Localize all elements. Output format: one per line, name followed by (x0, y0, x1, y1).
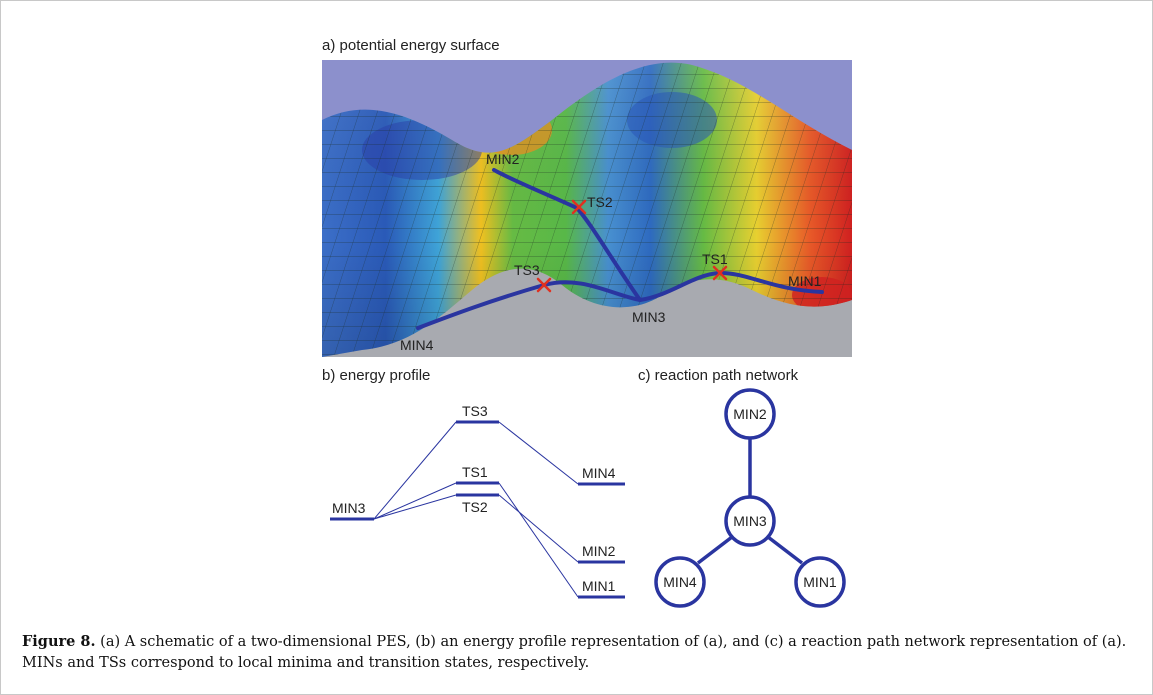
node-label-min1: MIN1 (803, 574, 837, 590)
pes-label-min4: MIN4 (400, 337, 434, 353)
profile-label-ts3: TS3 (462, 403, 488, 419)
reaction-path-network: MIN2 MIN3 MIN4 MIN1 (654, 388, 846, 608)
pes-label-min2: MIN2 (486, 151, 520, 167)
panel-b-title: b) energy profile (322, 367, 431, 384)
pes-label-ts2: TS2 (587, 194, 613, 210)
node-min2 (724, 388, 776, 440)
pes-label-min3: MIN3 (632, 309, 666, 325)
node-label-min3: MIN3 (733, 513, 767, 529)
panel-a-title: a) potential energy surface (322, 37, 500, 54)
profile-label-min2: MIN2 (582, 543, 616, 559)
node-min3 (724, 495, 776, 547)
caption-label: Figure 8. (22, 633, 96, 650)
node-min1 (794, 556, 846, 608)
panel-c-title: c) reaction path network (638, 367, 799, 384)
energy-profile-diagram: TS3 TS1 TS2 MIN3 MIN4 MIN2 MIN1 (330, 403, 625, 599)
ts1-marker (712, 265, 728, 281)
node-label-min2: MIN2 (733, 406, 767, 422)
ts3-marker (536, 277, 552, 293)
profile-label-ts1: TS1 (462, 464, 488, 480)
edge-min3-min1 (766, 535, 804, 565)
profile-label-min4: MIN4 (582, 465, 616, 481)
pes-label-ts3: TS3 (514, 262, 540, 278)
node-min4 (654, 556, 706, 608)
pes-surface-illustration: MIN2 TS2 TS3 TS1 MIN1 MIN3 MIN4 (322, 60, 852, 357)
ts2-marker (571, 199, 587, 215)
profile-label-ts2: TS2 (462, 499, 488, 515)
edge-min3-min4 (696, 535, 734, 565)
node-label-min4: MIN4 (663, 574, 697, 590)
figure-caption: Figure 8. (a) A schematic of a two-dimen… (22, 631, 1132, 674)
pes-label-ts1: TS1 (702, 251, 728, 267)
profile-label-min1: MIN1 (582, 578, 616, 594)
caption-text: (a) A schematic of a two-dimensional PES… (22, 634, 1127, 671)
pes-label-min1: MIN1 (788, 273, 822, 289)
profile-label-min3: MIN3 (332, 500, 366, 516)
